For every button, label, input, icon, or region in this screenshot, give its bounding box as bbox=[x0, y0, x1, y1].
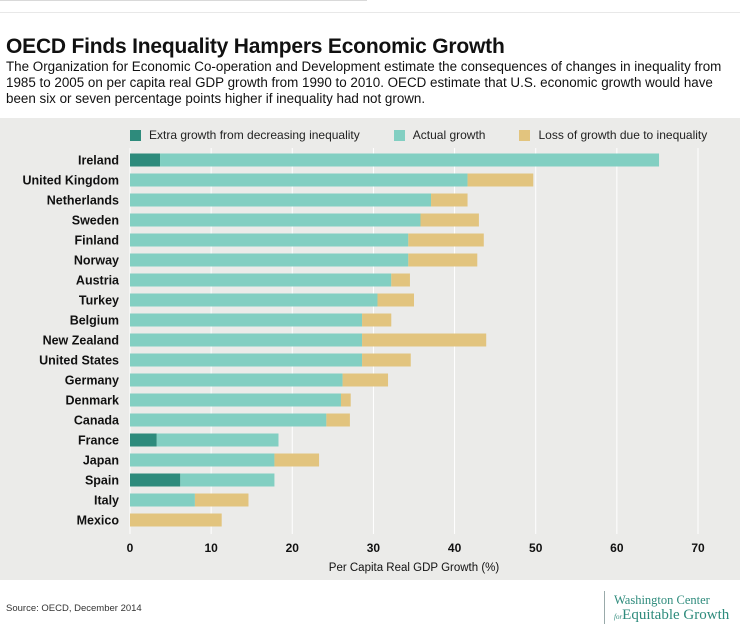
chart-subtitle: The Organization for Economic Co-operati… bbox=[6, 59, 722, 106]
x-tick-label: 50 bbox=[529, 541, 543, 555]
category-label: Canada bbox=[74, 414, 120, 428]
category-label: Italy bbox=[94, 494, 119, 508]
chart-area: Ireland United Kingdom Netherlands Sweden Fi… bbox=[0, 118, 740, 580]
category-label: Belgium bbox=[70, 314, 119, 328]
bar-actual-growth bbox=[130, 413, 327, 427]
category-label: Finland bbox=[75, 234, 119, 248]
x-tick-label: 70 bbox=[691, 541, 705, 555]
category-label: New Zealand bbox=[43, 334, 119, 348]
legend-label-loss: Loss of growth due to inequality bbox=[538, 128, 708, 142]
top-rule-secondary bbox=[0, 12, 740, 13]
legend-item-extra: Extra growth from decreasing inequality bbox=[130, 128, 360, 142]
legend-swatch-extra bbox=[130, 129, 141, 141]
top-rule bbox=[0, 0, 367, 1]
bar-actual-growth bbox=[130, 233, 409, 247]
bar-actual-growth bbox=[156, 433, 279, 447]
bar-actual-growth bbox=[180, 473, 275, 487]
logo-line-2: forEquitable Growth bbox=[614, 607, 729, 625]
legend-item-actual: Actual growth bbox=[393, 128, 486, 142]
bar-loss-of-growth bbox=[431, 193, 468, 207]
logo-line-1: Washington Center bbox=[614, 593, 710, 607]
x-tick-label: 40 bbox=[448, 541, 462, 555]
bar-actual-growth bbox=[130, 213, 421, 227]
bar-loss-of-growth bbox=[420, 213, 479, 227]
bar-loss-of-growth bbox=[408, 233, 484, 247]
bar-loss-of-growth bbox=[274, 453, 320, 467]
bar-actual-growth bbox=[130, 293, 378, 307]
category-label: Norway bbox=[74, 254, 119, 268]
bar-extra-growth bbox=[130, 473, 181, 487]
category-label: Denmark bbox=[66, 394, 120, 408]
legend-item-loss: Loss of growth due to inequality bbox=[519, 128, 707, 142]
bar-actual-growth bbox=[130, 493, 195, 507]
category-label: France bbox=[78, 434, 119, 448]
chart-title: OECD Finds Inequality Hampers Economic G… bbox=[6, 35, 505, 58]
bar-loss-of-growth bbox=[362, 333, 487, 347]
bar-actual-growth bbox=[130, 373, 343, 387]
x-tick-label: 0 bbox=[127, 541, 134, 555]
x-tick-label: 30 bbox=[367, 541, 381, 555]
bar-loss-of-growth bbox=[377, 293, 414, 307]
bar-loss-of-growth bbox=[326, 413, 350, 427]
bar-loss-of-growth bbox=[362, 353, 411, 367]
category-label: Austria bbox=[76, 274, 120, 288]
bar-actual-growth bbox=[130, 253, 409, 267]
logo-line-2-prefix: for bbox=[614, 613, 623, 621]
chart-legend: Extra growth from decreasing inequality … bbox=[130, 128, 707, 142]
category-label: United Kingdom bbox=[22, 174, 119, 188]
bar-loss-of-growth bbox=[194, 493, 249, 507]
logo-line-2-text: Equitable Growth bbox=[622, 607, 730, 623]
bar-actual-growth bbox=[130, 353, 363, 367]
bar-actual-growth bbox=[130, 173, 468, 187]
category-label: Spain bbox=[85, 474, 119, 488]
bar-loss-of-growth bbox=[467, 173, 534, 187]
category-label: Germany bbox=[65, 374, 119, 388]
x-axis-label: Per Capita Real GDP Growth (%) bbox=[329, 562, 500, 574]
category-label: Netherlands bbox=[47, 194, 119, 208]
bar-actual-growth bbox=[130, 453, 275, 467]
bar-actual-growth bbox=[130, 333, 363, 347]
bar-extra-growth bbox=[130, 433, 157, 447]
bar-extra-growth bbox=[130, 153, 161, 167]
bar-loss-of-growth bbox=[391, 273, 410, 287]
x-tick-label: 10 bbox=[204, 541, 218, 555]
category-label: Ireland bbox=[78, 154, 119, 168]
category-label: Japan bbox=[83, 454, 119, 468]
bar-loss-of-growth bbox=[340, 393, 351, 407]
bar-actual-growth bbox=[160, 153, 660, 167]
organization-logo: Washington Center forEquitable Growth bbox=[614, 594, 729, 625]
category-label: Sweden bbox=[72, 214, 119, 228]
bar-loss-of-growth bbox=[342, 373, 389, 387]
x-tick-label: 60 bbox=[610, 541, 624, 555]
bar-actual-growth bbox=[130, 393, 341, 407]
source-note: Source: OECD, December 2014 bbox=[6, 603, 142, 614]
category-label: United States bbox=[39, 354, 119, 368]
bar-actual-growth bbox=[130, 273, 392, 287]
legend-label-actual: Actual growth bbox=[412, 128, 486, 142]
legend-label-extra: Extra growth from decreasing inequality bbox=[149, 128, 360, 142]
logo-divider bbox=[604, 591, 605, 624]
bar-actual-growth bbox=[130, 193, 432, 207]
category-label: Mexico bbox=[77, 514, 120, 528]
category-label: Turkey bbox=[79, 294, 119, 308]
legend-swatch-actual bbox=[393, 129, 405, 141]
bar-chart: Ireland United Kingdom Netherlands Sweden Fi… bbox=[22, 148, 705, 574]
bar-loss-of-growth bbox=[362, 313, 392, 327]
x-tick-label: 20 bbox=[286, 541, 300, 555]
bar-actual-growth bbox=[130, 313, 363, 327]
bar-loss-of-growth bbox=[408, 253, 478, 267]
legend-swatch-loss bbox=[519, 129, 531, 141]
bar-loss-of-growth bbox=[130, 513, 222, 527]
